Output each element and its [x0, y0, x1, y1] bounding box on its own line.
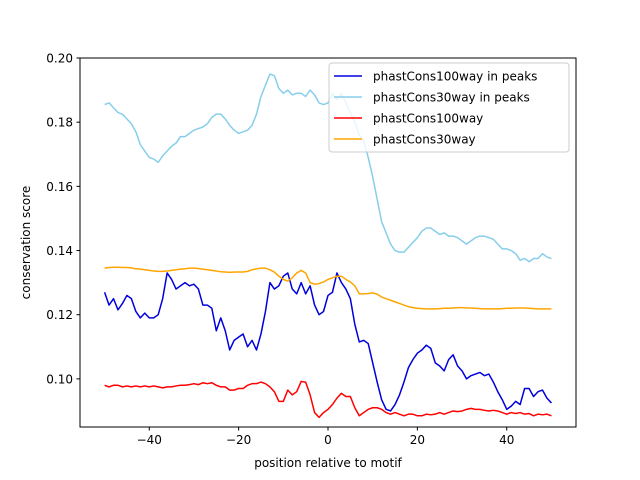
x-axis-label: position relative to motif	[254, 456, 402, 470]
legend-label-2: phastCons30way in peaks	[373, 91, 530, 105]
series-line-2	[104, 73, 552, 263]
y-tick-label: 0.16	[46, 180, 73, 194]
legend-label-1: phastCons100way in peaks	[373, 70, 537, 84]
x-tick-label: −40	[137, 433, 162, 447]
legend-box	[328, 62, 570, 153]
legend-label-3: phastCons100way	[373, 112, 483, 126]
series-line-3	[104, 380, 552, 419]
y-tick-label: 0.12	[46, 308, 73, 322]
legend-label-4: phastCons30way	[373, 133, 476, 147]
x-axis-ticks: −40 −20 0 20 40	[137, 427, 514, 447]
series-line-4	[104, 266, 552, 310]
y-tick-label: 0.20	[46, 52, 73, 66]
series-line-1	[103, 272, 552, 412]
y-axis-label: conservation score	[19, 186, 33, 300]
y-axis-ticks: 0.10 0.12 0.14 0.16 0.18 0.20	[46, 52, 80, 386]
x-tick-label: 40	[499, 433, 514, 447]
y-tick-label: 0.18	[46, 116, 73, 130]
y-tick-label: 0.10	[46, 372, 73, 386]
x-tick-label: 0	[324, 433, 332, 447]
legend: phastCons100way in peaks phastCons30way i…	[328, 62, 570, 153]
x-tick-label: 20	[410, 433, 425, 447]
series-layer	[103, 73, 552, 419]
x-tick-label: −20	[226, 433, 251, 447]
y-tick-label: 0.14	[46, 244, 73, 258]
